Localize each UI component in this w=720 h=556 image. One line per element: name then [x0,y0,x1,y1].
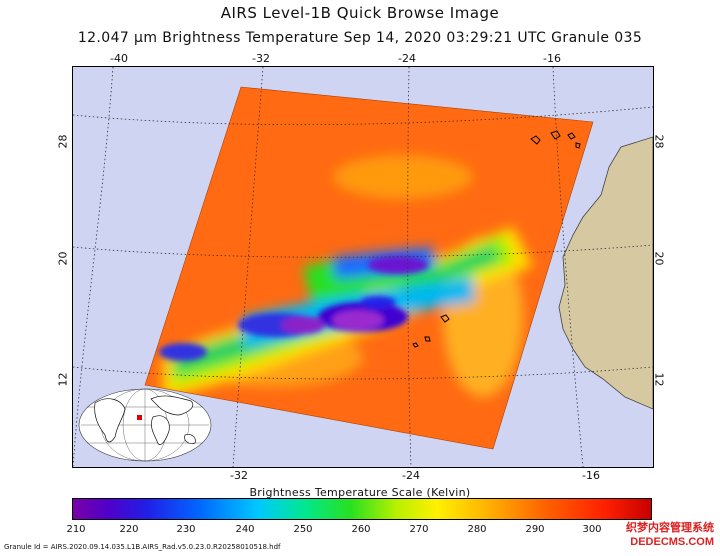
lon-tick-top-4: -16 [543,52,561,65]
island-outlines [412,130,581,348]
page-title: AIRS Level-1B Quick Browse Image [220,4,500,22]
lon-tick-top-3: -24 [398,52,416,65]
colorbar [72,498,652,520]
colorbar-tick-210: 210 [66,524,86,535]
watermark-line-2: DEDECMS.COM [630,536,714,548]
watermark: 织梦内容管理系统 DEDECMS.COM [604,521,714,549]
colorbar-tick-300: 300 [582,524,602,535]
lon-tick-top-2: -32 [252,52,270,65]
lon-tick-bottom-3: -16 [582,469,600,482]
lon-tick-top-1: -40 [110,52,128,65]
lat-tick-left-1: 28 [56,134,70,149]
lat-tick-right-1: 28 [652,134,666,149]
lon-tick-bottom-2: -24 [402,469,420,482]
colorbar-title: Brightness Temperature Scale (Kelvin) [249,486,471,499]
map-panel [72,66,654,468]
colorbar-tick-230: 230 [176,524,196,535]
page-subtitle: 12.047 μm Brightness Temperature Sep 14,… [77,30,643,46]
lat-tick-right-3: 12 [652,372,666,387]
lat-tick-left-2: 20 [56,251,70,266]
granule-id-text: Granule Id = AIRS.2020.09.14.035.L1B.AIR… [4,543,281,551]
lat-tick-left-3: 12 [56,372,70,387]
colorbar-tick-270: 270 [409,524,429,535]
colorbar-tick-290: 290 [525,524,545,535]
colorbar-tick-250: 250 [293,524,313,535]
lon-tick-bottom-1: -32 [230,469,248,482]
africa-landmass [558,136,653,410]
graticule [73,67,653,467]
colorbar-tick-240: 240 [235,524,255,535]
lat-tick-right-2: 20 [652,251,666,266]
watermark-line-1: 织梦内容管理系统 [626,521,714,534]
colorbar-tick-260: 260 [351,524,371,535]
world-locator-icon [78,388,212,462]
colorbar-tick-220: 220 [119,524,139,535]
colorbar-tick-280: 280 [467,524,487,535]
